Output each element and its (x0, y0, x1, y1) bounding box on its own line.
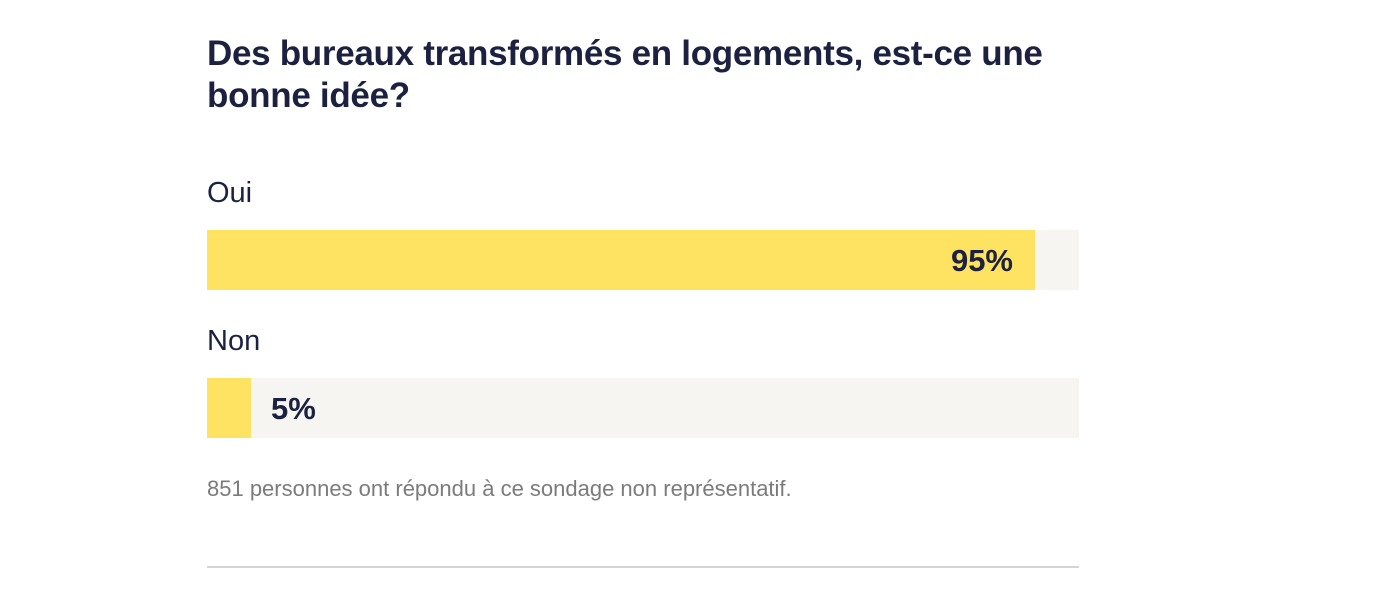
result-bar-fill-oui (207, 230, 1035, 290)
option-label-oui: Oui (207, 177, 253, 209)
result-percent-oui: 95% (950, 243, 1013, 278)
result-percent-non: 5% (271, 391, 316, 426)
poll-note: 851 personnes ont répondu à ce sondage n… (207, 476, 792, 501)
poll-question: Des bureaux transformés en logements, es… (207, 34, 1043, 115)
divider (207, 566, 1079, 568)
option-label-non: Non (207, 325, 261, 357)
result-bar-fill-non (207, 378, 251, 438)
result-bar-oui: 95% (207, 230, 1079, 290)
result-bar-non: 5% (207, 378, 1079, 438)
